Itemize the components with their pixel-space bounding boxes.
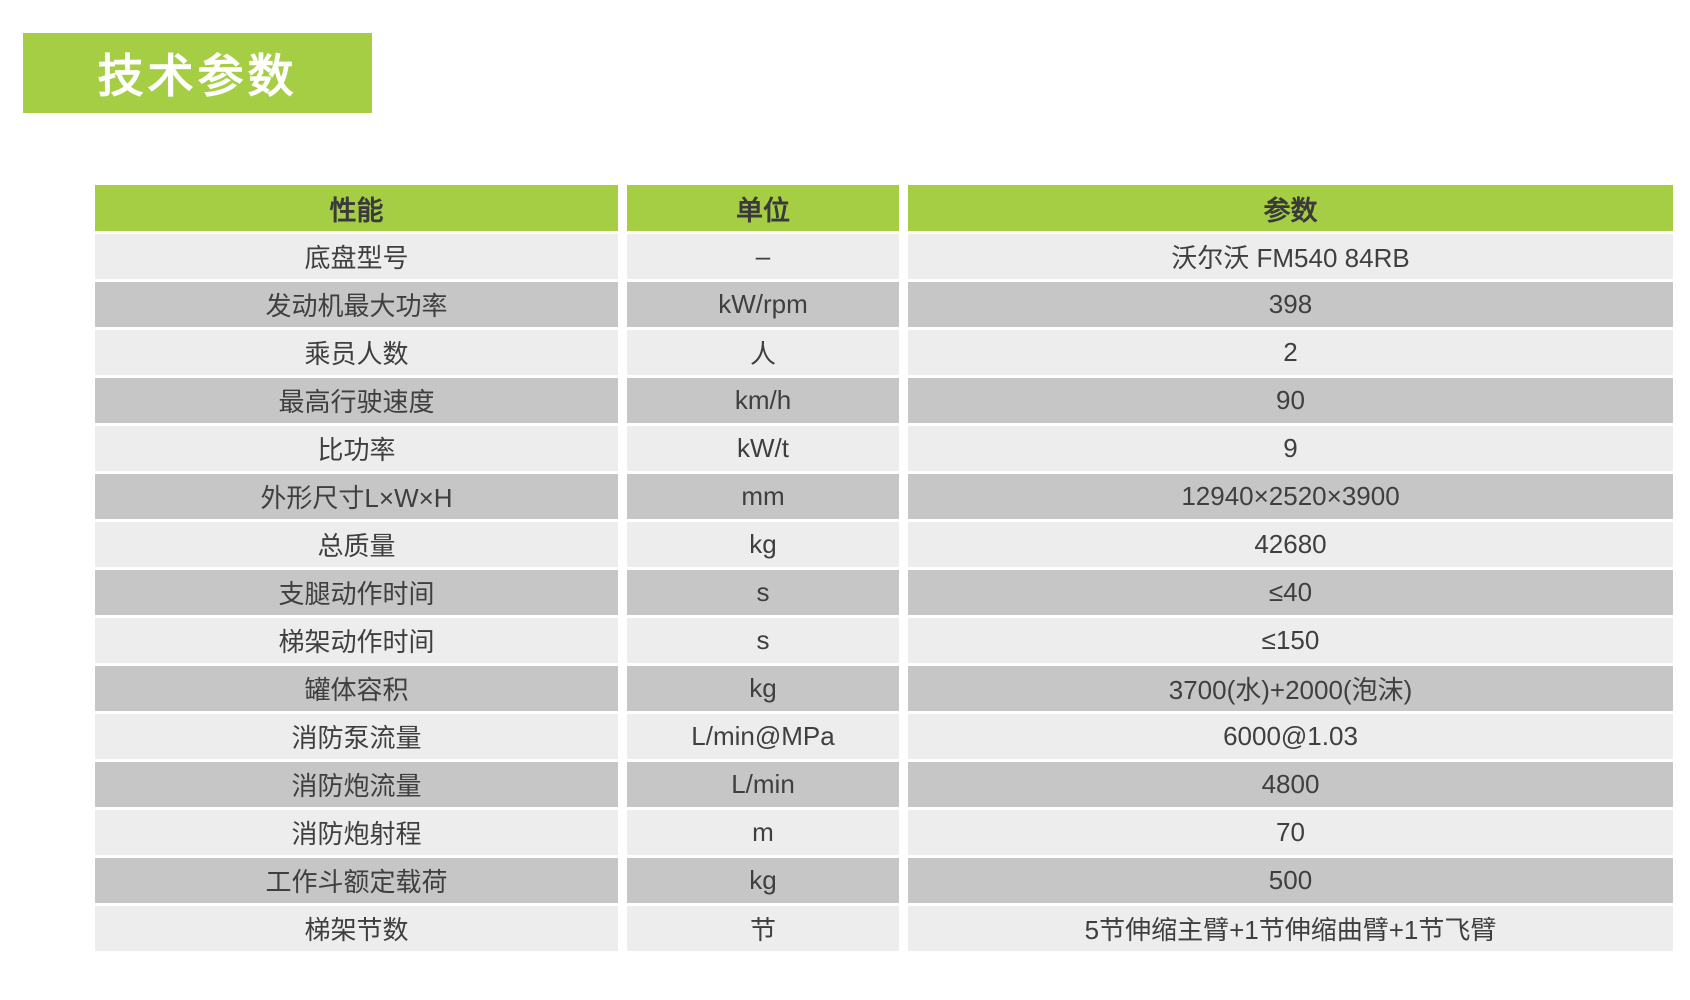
cell-unit: L/min@MPa [627, 714, 899, 759]
cell-unit: 人 [627, 330, 899, 375]
cell-value: 6000@1.03 [908, 714, 1673, 759]
section-title-banner: 技术参数 [23, 33, 372, 113]
cell-value: 9 [908, 426, 1673, 471]
cell-name: 消防炮流量 [95, 762, 618, 807]
cell-unit: s [627, 618, 899, 663]
cell-value: 12940×2520×3900 [908, 474, 1673, 519]
cell-name: 底盘型号 [95, 234, 618, 279]
cell-unit: mm [627, 474, 899, 519]
cell-value: 42680 [908, 522, 1673, 567]
cell-unit: kg [627, 522, 899, 567]
cell-value: 5节伸缩主臂+1节伸缩曲臂+1节飞臂 [908, 906, 1673, 951]
cell-value: 70 [908, 810, 1673, 855]
cell-value: ≤40 [908, 570, 1673, 615]
cell-value: 3700(水)+2000(泡沫) [908, 666, 1673, 711]
cell-unit: m [627, 810, 899, 855]
cell-name: 最高行驶速度 [95, 378, 618, 423]
cell-value: 500 [908, 858, 1673, 903]
cell-value: 90 [908, 378, 1673, 423]
header-cell-performance: 性能 [95, 185, 618, 231]
cell-unit: kg [627, 858, 899, 903]
cell-name: 乘员人数 [95, 330, 618, 375]
cell-value: ≤150 [908, 618, 1673, 663]
cell-name: 梯架动作时间 [95, 618, 618, 663]
cell-value: 4800 [908, 762, 1673, 807]
cell-unit: 节 [627, 906, 899, 951]
header-cell-unit: 单位 [627, 185, 899, 231]
cell-name: 支腿动作时间 [95, 570, 618, 615]
cell-value: 2 [908, 330, 1673, 375]
cell-unit: kW/t [627, 426, 899, 471]
cell-name: 梯架节数 [95, 906, 618, 951]
cell-name: 总质量 [95, 522, 618, 567]
cell-name: 外形尺寸L×W×H [95, 474, 618, 519]
header-cell-parameter: 参数 [908, 185, 1673, 231]
cell-value: 沃尔沃 FM540 84RB [908, 234, 1673, 279]
cell-unit: s [627, 570, 899, 615]
cell-unit: – [627, 234, 899, 279]
page-title: 技术参数 [97, 50, 298, 102]
cell-unit: L/min [627, 762, 899, 807]
cell-unit: kW/rpm [627, 282, 899, 327]
cell-name: 消防泵流量 [95, 714, 618, 759]
cell-name: 工作斗额定载荷 [95, 858, 618, 903]
spec-table: 性能 单位 参数 底盘型号 – 沃尔沃 FM540 84RB 发动机最大功率 k… [95, 185, 1673, 951]
cell-name: 消防炮射程 [95, 810, 618, 855]
cell-name: 发动机最大功率 [95, 282, 618, 327]
cell-name: 罐体容积 [95, 666, 618, 711]
cell-value: 398 [908, 282, 1673, 327]
cell-name: 比功率 [95, 426, 618, 471]
cell-unit: km/h [627, 378, 899, 423]
cell-unit: kg [627, 666, 899, 711]
